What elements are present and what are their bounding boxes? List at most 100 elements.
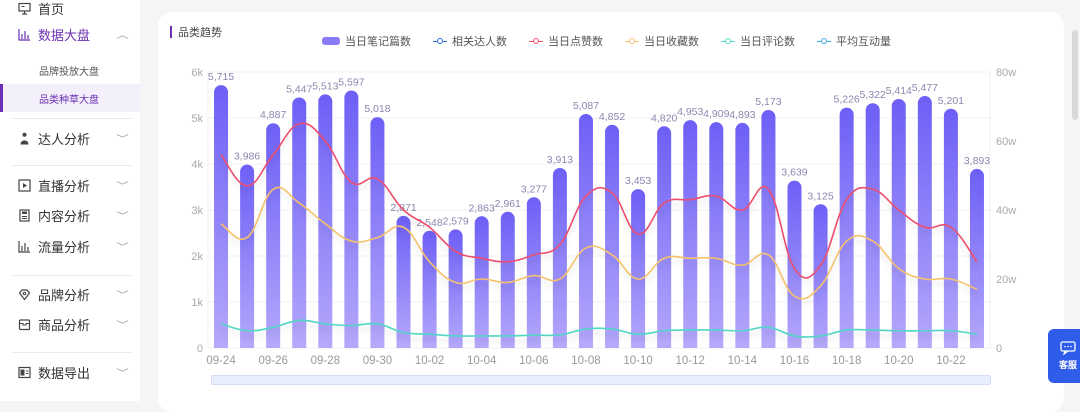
svg-text:5,173: 5,173: [755, 96, 781, 108]
sidebar-item-1[interactable]: 数据大盘 ︿: [0, 20, 140, 48]
svg-text:2k: 2k: [191, 251, 203, 263]
chevron-down-icon: ﹀: [116, 210, 129, 221]
sidebar-item-label: 品牌分析: [38, 287, 91, 303]
legend-item-2[interactable]: 当日点赞数: [529, 33, 603, 49]
legend-item-0[interactable]: 当日笔记篇数: [322, 33, 411, 49]
sidebar-item-label: 数据导出: [38, 365, 91, 381]
svg-text:10-08: 10-08: [571, 355, 600, 367]
svg-text:10-02: 10-02: [415, 355, 444, 367]
svg-text:5k: 5k: [191, 113, 203, 125]
page-scrollbar-thumb[interactable]: [1072, 30, 1078, 120]
sidebar-divider: [12, 118, 132, 119]
sidebar-item-6[interactable]: 品牌分析 ﹀: [0, 280, 140, 308]
bar-swatch-icon: [322, 37, 340, 45]
svg-text:2,548: 2,548: [416, 217, 442, 229]
sidebar-item-label: 数据大盘: [38, 27, 91, 43]
chevron-down-icon: ﹀: [116, 289, 129, 300]
sidebar-item-label: 首页: [38, 1, 65, 17]
sidebar-divider: [12, 352, 132, 353]
line-swatch-icon: [817, 37, 831, 45]
svg-text:4,893: 4,893: [729, 109, 755, 121]
customer-service-button[interactable]: 客服: [1048, 329, 1080, 383]
svg-text:20w: 20w: [996, 274, 1016, 286]
bar-chart-icon: [17, 27, 31, 41]
legend-item-1[interactable]: 相关达人数: [433, 33, 507, 49]
svg-text:1k: 1k: [191, 297, 203, 309]
legend-item-5[interactable]: 平均互动量: [817, 33, 891, 49]
sidebar-item-5[interactable]: 流量分析 ﹀: [0, 232, 140, 260]
svg-text:10-10: 10-10: [623, 355, 652, 367]
sidebar-item-label: 内容分析: [38, 208, 91, 224]
line-swatch-icon: [433, 37, 447, 45]
chevron-down-icon: ﹀: [116, 319, 129, 330]
bar-chart-icon: [17, 239, 31, 253]
sidebar-item-label: 达人分析: [38, 131, 91, 147]
chat-icon: [1060, 341, 1076, 355]
svg-text:5,414: 5,414: [886, 85, 912, 97]
export-icon: [17, 365, 31, 379]
play-icon: [17, 178, 31, 192]
svg-text:4,820: 4,820: [651, 112, 677, 124]
svg-text:3,893: 3,893: [964, 155, 990, 167]
svg-text:5,018: 5,018: [364, 103, 390, 115]
svg-text:0: 0: [996, 343, 1002, 355]
sidebar-item-label: 直播分析: [38, 178, 91, 194]
line-swatch-icon: [529, 37, 543, 45]
svg-text:40w: 40w: [996, 205, 1016, 217]
sidebar-item-2[interactable]: 达人分析 ﹀: [0, 124, 140, 152]
svg-text:5,322: 5,322: [860, 89, 886, 101]
document-icon: [17, 208, 31, 222]
sidebar-item-8[interactable]: 数据导出 ﹀: [0, 358, 140, 386]
svg-text:5,715: 5,715: [208, 71, 234, 83]
svg-text:2,863: 2,863: [469, 202, 495, 214]
chevron-down-icon: ﹀: [116, 133, 129, 144]
legend-item-3[interactable]: 当日收藏数: [625, 33, 699, 49]
svg-text:5,447: 5,447: [286, 83, 312, 95]
date-range-slider[interactable]: [211, 375, 991, 385]
svg-text:10-06: 10-06: [519, 355, 548, 367]
sidebar-item-4[interactable]: 内容分析 ﹀: [0, 201, 140, 229]
svg-text:2,579: 2,579: [442, 215, 468, 227]
sidebar-item-7[interactable]: 商品分析 ﹀: [0, 310, 140, 338]
sidebar-subitem-1[interactable]: 品类种草大盘: [0, 84, 140, 112]
sidebar-item-3[interactable]: 直播分析 ﹀: [0, 171, 140, 199]
legend-label: 相关达人数: [452, 36, 507, 48]
svg-text:6k: 6k: [191, 67, 203, 79]
trend-chart: 0 1k 2k 3k 4k 5k 6k 0 20w 40w 60w 80w 5,715 3,986 4,88…: [191, 67, 1016, 367]
svg-text:4,953: 4,953: [677, 106, 703, 118]
svg-text:09-26: 09-26: [258, 355, 287, 367]
sidebar-subitem-0[interactable]: 品牌投放大盘: [39, 66, 99, 78]
svg-text:5,513: 5,513: [312, 80, 338, 92]
svg-text:10-18: 10-18: [832, 355, 861, 367]
svg-text:10-12: 10-12: [676, 355, 705, 367]
svg-text:3,125: 3,125: [807, 190, 833, 202]
svg-text:10-22: 10-22: [936, 355, 965, 367]
diamond-icon: [17, 287, 31, 301]
svg-text:4,909: 4,909: [703, 108, 729, 120]
legend-item-4[interactable]: 当日评论数: [721, 33, 795, 49]
customer-service-label: 客服: [1058, 360, 1077, 370]
legend-label: 当日收藏数: [644, 36, 699, 48]
svg-text:3k: 3k: [191, 205, 203, 217]
svg-text:3,453: 3,453: [625, 175, 651, 187]
svg-text:5,477: 5,477: [912, 82, 938, 94]
legend-label: 平均互动量: [836, 36, 891, 48]
legend-label: 当日点赞数: [548, 36, 603, 48]
svg-text:10-14: 10-14: [728, 355, 758, 367]
sidebar-item-label: 流量分析: [38, 239, 91, 255]
line-swatch-icon: [721, 37, 735, 45]
svg-text:5,087: 5,087: [573, 100, 599, 112]
chevron-down-icon: ﹀: [116, 180, 129, 191]
sidebar-divider: [12, 165, 132, 166]
svg-text:10-04: 10-04: [467, 355, 497, 367]
svg-text:10-20: 10-20: [884, 355, 913, 367]
sidebar: 首页 数据大盘 ︿ 达人分析 ﹀ 直播分析 ﹀ 内容分析 ﹀ 流量分析 ﹀ 品牌分析 ﹀ 商品分析 ﹀ 数据导…: [0, 0, 140, 401]
svg-text:4k: 4k: [191, 159, 203, 171]
svg-text:09-30: 09-30: [363, 355, 392, 367]
sidebar-item-0[interactable]: 首页: [0, 0, 140, 22]
svg-text:3,986: 3,986: [234, 151, 260, 163]
svg-text:3,639: 3,639: [781, 167, 807, 179]
svg-text:10-16: 10-16: [780, 355, 809, 367]
svg-text:60w: 60w: [996, 136, 1016, 148]
legend-label: 当日评论数: [740, 36, 795, 48]
